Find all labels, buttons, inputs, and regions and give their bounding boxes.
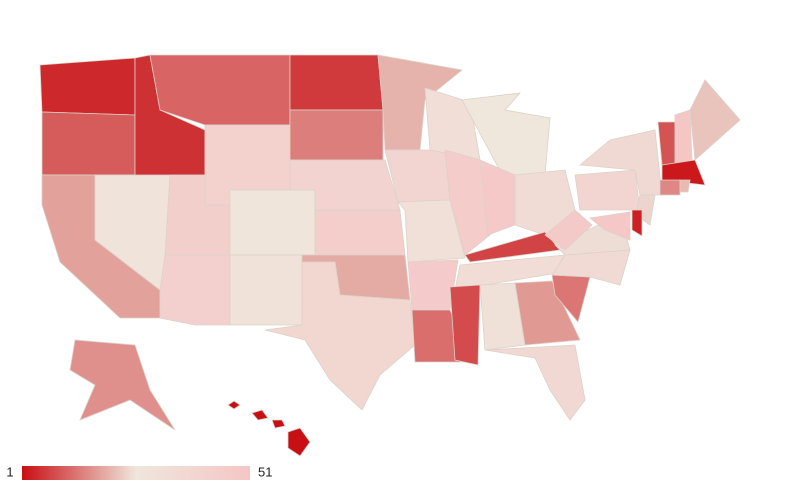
state bbox=[289, 109, 384, 161]
state bbox=[407, 259, 459, 311]
state bbox=[229, 254, 303, 326]
state bbox=[397, 199, 466, 263]
legend-gradient bbox=[22, 466, 250, 480]
state bbox=[674, 109, 693, 166]
state bbox=[544, 209, 593, 251]
state bbox=[689, 79, 741, 161]
state bbox=[661, 159, 706, 186]
state bbox=[449, 284, 481, 366]
state bbox=[514, 280, 581, 346]
legend-min-label: 1 bbox=[6, 464, 13, 479]
state bbox=[229, 189, 316, 256]
state bbox=[264, 261, 416, 411]
state bbox=[657, 121, 676, 166]
state bbox=[679, 179, 691, 193]
state bbox=[589, 211, 631, 241]
state bbox=[574, 169, 641, 211]
state bbox=[41, 111, 136, 176]
state bbox=[631, 209, 643, 237]
state bbox=[39, 57, 136, 116]
state bbox=[659, 179, 681, 196]
state bbox=[69, 339, 176, 431]
state bbox=[444, 149, 491, 256]
state bbox=[314, 209, 406, 256]
legend-max-label: 51 bbox=[258, 464, 272, 479]
state bbox=[227, 400, 311, 457]
state bbox=[289, 54, 384, 111]
state bbox=[484, 344, 586, 421]
state bbox=[159, 254, 231, 326]
